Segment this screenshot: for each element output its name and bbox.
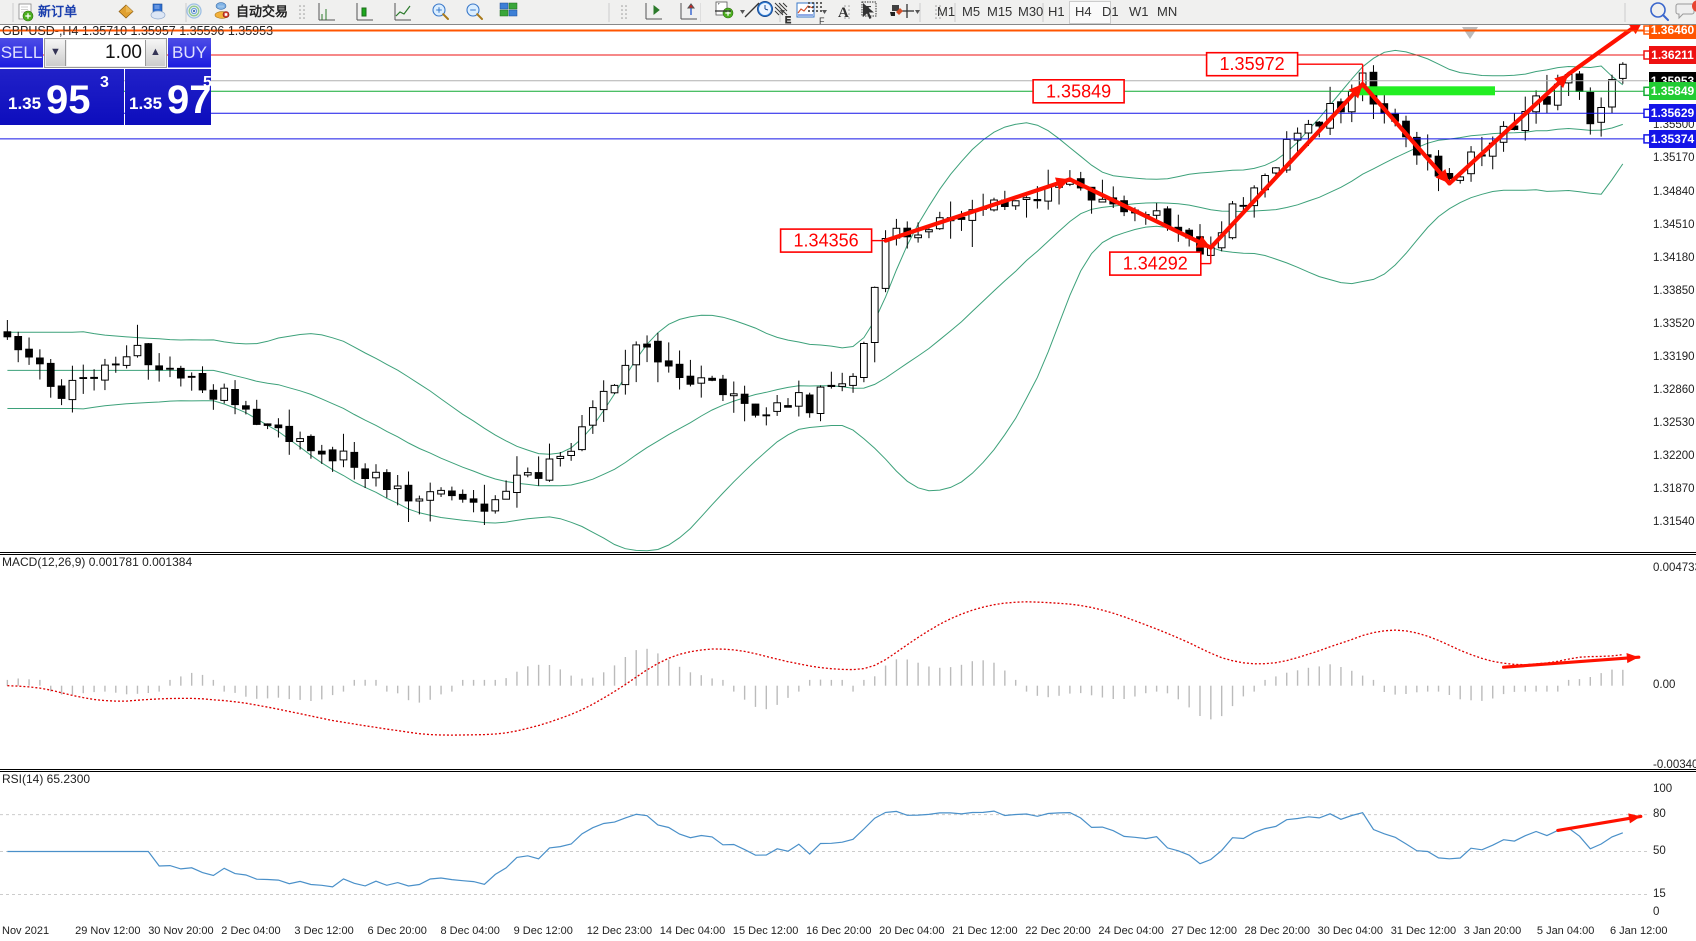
svg-text:E: E bbox=[785, 15, 791, 25]
svg-text:A: A bbox=[838, 5, 849, 21]
svg-text:T: T bbox=[865, 5, 871, 16]
svg-text:新订单: 新订单 bbox=[38, 4, 77, 19]
svg-text:自动交易: 自动交易 bbox=[236, 4, 288, 19]
svg-text:F: F bbox=[819, 16, 825, 25]
